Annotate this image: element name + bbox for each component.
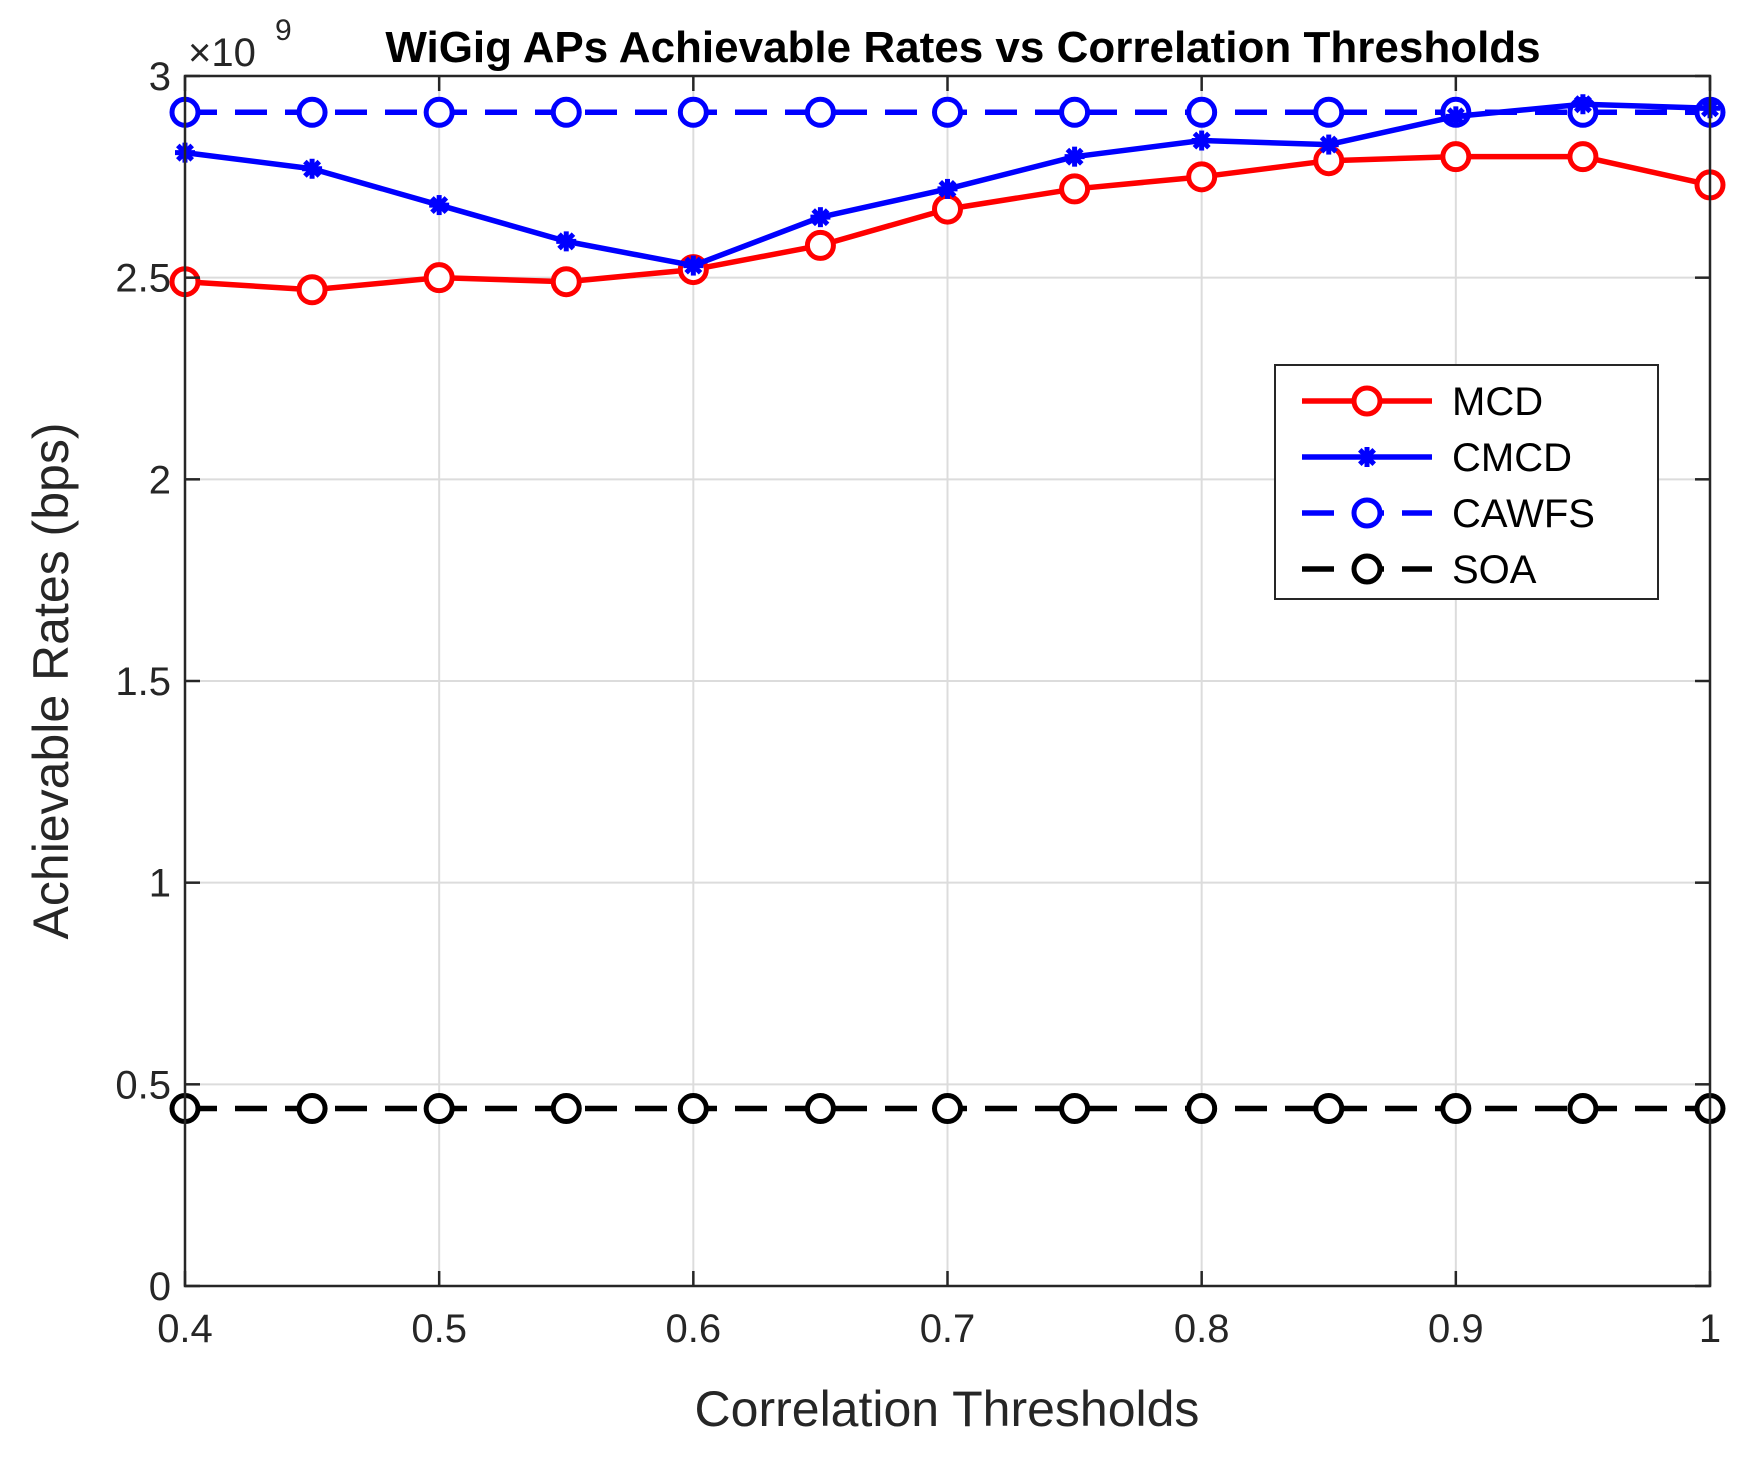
- cmcd-point: [556, 231, 577, 252]
- marker-stroke: [1319, 135, 1338, 154]
- soa-point: [550, 1093, 582, 1125]
- mcd-point: [296, 274, 328, 306]
- soa-point: [296, 1093, 328, 1125]
- marker-stroke: [557, 232, 576, 251]
- soa-point: [677, 1093, 709, 1125]
- cawfs-point: [423, 96, 455, 128]
- marker-stroke: [811, 208, 830, 227]
- legend: MCD CMCD CAWFS SOA: [1274, 364, 1659, 600]
- ticks-group: 0.4 0.5 0.6 0.7 0.8 0.9 1 0 0.5 1 1.5 2 2.5 3: [115, 55, 1721, 1351]
- cmcd-point: [1445, 106, 1466, 127]
- cawfs-point: [1313, 96, 1345, 128]
- legend-label: SOA: [1452, 548, 1537, 592]
- x-tick-label: 1: [1699, 1307, 1721, 1351]
- y-exponent-base: ×10: [188, 31, 256, 75]
- x-tick-label: 0.9: [1428, 1307, 1484, 1351]
- mcd-point: [804, 229, 836, 261]
- legend-entries: MCD CMCD CAWFS SOA: [1302, 380, 1595, 592]
- soa-point: [1186, 1093, 1218, 1125]
- legend-item-mcd: MCD: [1302, 380, 1543, 424]
- cawfs-point: [550, 96, 582, 128]
- cmcd-point: [1191, 130, 1212, 151]
- mcd-point: [1059, 173, 1091, 205]
- mcd-point: [1440, 141, 1472, 173]
- cawfs-point: [296, 96, 328, 128]
- y-tick-label: 2: [149, 458, 171, 502]
- mcd-point: [1186, 161, 1218, 193]
- y-tick-label: 0: [149, 1265, 171, 1309]
- soa-point: [423, 1093, 455, 1125]
- chart-title: WiGig APs Achievable Rates vs Correlatio…: [385, 23, 1540, 72]
- y-tick-label: 1.5: [115, 660, 171, 704]
- marker-stroke: [303, 159, 322, 178]
- y-tick-label: 1: [149, 862, 171, 906]
- marker-stroke: [684, 256, 703, 275]
- soa-point: [1313, 1093, 1345, 1125]
- series-soa: [169, 1093, 1726, 1125]
- marker-stroke: [1065, 147, 1084, 166]
- marker-stroke: [430, 196, 449, 215]
- cmcd-point: [683, 255, 704, 276]
- marker-stroke: [1446, 107, 1465, 126]
- legend-label: CMCD: [1452, 436, 1572, 480]
- cmcd-point: [429, 195, 450, 216]
- y-tick-label: 2.5: [115, 257, 171, 301]
- legend-item-cawfs: CAWFS: [1302, 492, 1595, 536]
- mcd-point: [1567, 141, 1599, 173]
- soa-point: [1567, 1093, 1599, 1125]
- soa-point: [1059, 1093, 1091, 1125]
- x-tick-label: 0.6: [666, 1307, 722, 1351]
- cawfs-point: [677, 96, 709, 128]
- marker-stroke: [938, 179, 957, 198]
- legend-swatch-marker: [1351, 553, 1383, 585]
- cawfs-point: [1186, 96, 1218, 128]
- x-tick-label: 0.8: [1174, 1307, 1230, 1351]
- y-tick-label: 3: [149, 55, 171, 99]
- y-exponent-label: ×10 9: [188, 14, 292, 75]
- legend-swatch-marker: [1351, 385, 1383, 417]
- legend-item-soa: SOA: [1302, 548, 1537, 592]
- cmcd-point: [302, 158, 323, 179]
- x-tick-label: 0.7: [920, 1307, 976, 1351]
- series-mcd: [169, 141, 1726, 306]
- x-tick-label: 0.4: [157, 1307, 213, 1351]
- legend-box: [1274, 364, 1659, 600]
- cmcd-point: [937, 178, 958, 199]
- legend-item-cmcd: CMCD: [1302, 436, 1572, 480]
- soa-point: [1440, 1093, 1472, 1125]
- cmcd-point: [810, 207, 831, 228]
- marker-stroke: [1358, 448, 1376, 466]
- mcd-point: [423, 262, 455, 294]
- legend-label: CAWFS: [1452, 492, 1595, 536]
- legend-label: MCD: [1452, 380, 1543, 424]
- mcd-point: [932, 193, 963, 225]
- x-axis-label: Correlation Thresholds: [695, 1381, 1200, 1437]
- marker-stroke: [1192, 131, 1211, 150]
- cawfs-point: [804, 96, 836, 128]
- cmcd-point: [1318, 134, 1339, 155]
- y-exponent-power: 9: [275, 14, 292, 47]
- mcd-point: [550, 266, 582, 298]
- y-tick-label: 0.5: [115, 1063, 171, 1107]
- soa-point: [804, 1093, 836, 1125]
- series-group: [169, 94, 1726, 1125]
- cmcd-point: [1572, 94, 1593, 115]
- cawfs-point: [1059, 96, 1091, 128]
- legend-swatch-marker: [1351, 497, 1383, 529]
- cmcd-point: [1064, 146, 1085, 167]
- cawfs-point: [932, 96, 963, 128]
- marker-stroke: [1573, 95, 1592, 114]
- legend-swatch-marker: [1357, 447, 1377, 467]
- soa-point: [932, 1093, 963, 1125]
- x-tick-label: 0.5: [411, 1307, 467, 1351]
- y-axis-label: Achievable Rates (bps): [23, 423, 79, 940]
